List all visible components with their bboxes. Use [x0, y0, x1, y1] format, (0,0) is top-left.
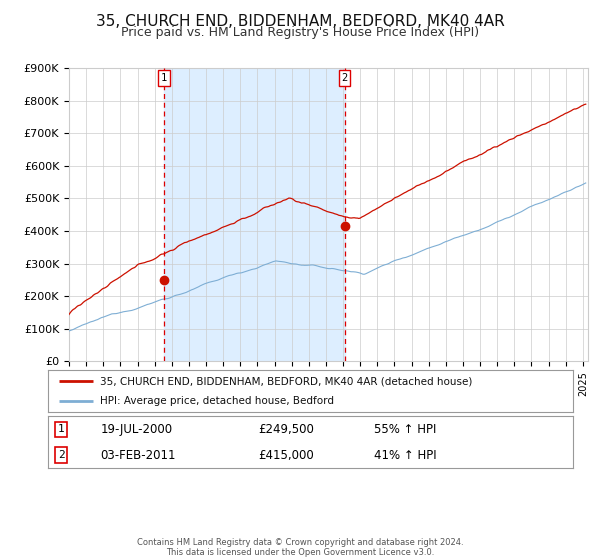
Bar	[164, 68, 344, 361]
Text: 2: 2	[341, 73, 348, 83]
Text: Contains HM Land Registry data © Crown copyright and database right 2024.
This d: Contains HM Land Registry data © Crown c…	[137, 538, 463, 557]
Text: 55% ↑ HPI: 55% ↑ HPI	[373, 423, 436, 436]
Text: £249,500: £249,500	[258, 423, 314, 436]
Text: 41% ↑ HPI: 41% ↑ HPI	[373, 449, 436, 462]
Text: 2: 2	[58, 450, 65, 460]
Text: 19-JUL-2000: 19-JUL-2000	[101, 423, 173, 436]
Text: 35, CHURCH END, BIDDENHAM, BEDFORD, MK40 4AR: 35, CHURCH END, BIDDENHAM, BEDFORD, MK40…	[95, 14, 505, 29]
Text: Price paid vs. HM Land Registry's House Price Index (HPI): Price paid vs. HM Land Registry's House …	[121, 26, 479, 39]
Text: HPI: Average price, detached house, Bedford: HPI: Average price, detached house, Bedf…	[101, 396, 335, 406]
Text: 1: 1	[58, 424, 65, 435]
Text: 1: 1	[161, 73, 167, 83]
Text: 03-FEB-2011: 03-FEB-2011	[101, 449, 176, 462]
Text: 35, CHURCH END, BIDDENHAM, BEDFORD, MK40 4AR (detached house): 35, CHURCH END, BIDDENHAM, BEDFORD, MK40…	[101, 376, 473, 386]
Text: £415,000: £415,000	[258, 449, 314, 462]
